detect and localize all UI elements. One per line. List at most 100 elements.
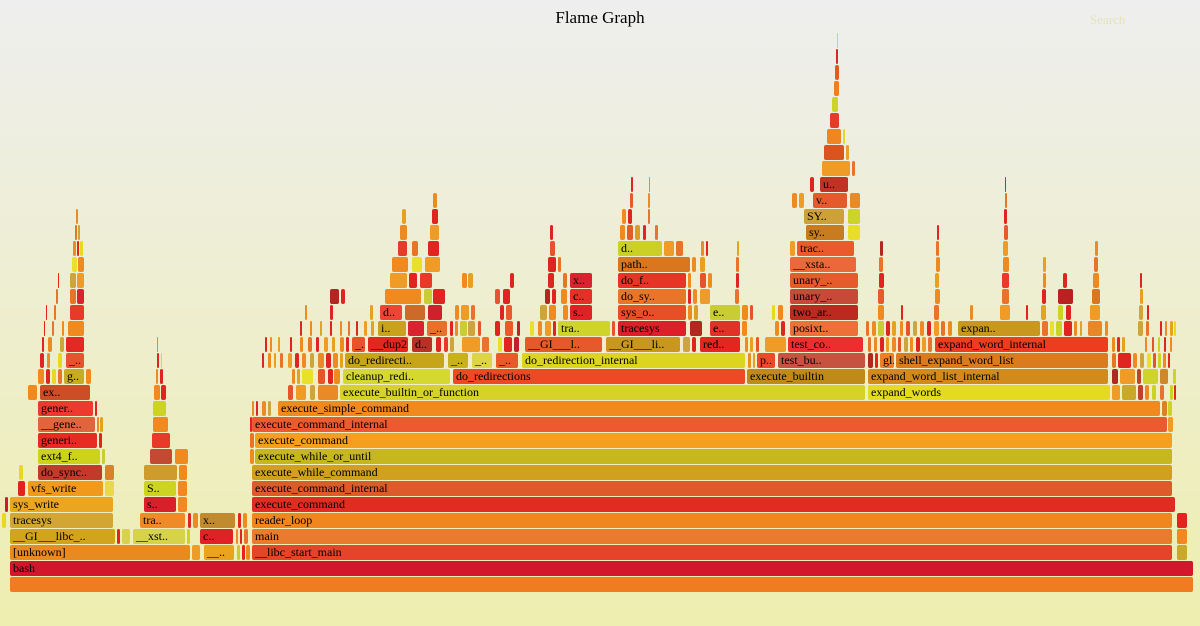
frame-block[interactable]: [238, 513, 241, 528]
frame-[interactable]: _..: [427, 321, 447, 336]
frame-block[interactable]: [901, 305, 903, 320]
frame-d[interactable]: d..: [618, 241, 662, 256]
frame-block[interactable]: [370, 305, 373, 320]
frame-block[interactable]: [824, 145, 844, 160]
frame-block[interactable]: [461, 305, 469, 320]
frame-block[interactable]: [240, 529, 242, 544]
frame-block[interactable]: [244, 529, 248, 544]
frame-block[interactable]: [920, 321, 924, 336]
frame-block[interactable]: [450, 321, 453, 336]
frame-block[interactable]: [683, 337, 690, 352]
frame-block[interactable]: [900, 321, 903, 336]
frame-block[interactable]: [775, 321, 779, 336]
frame-block[interactable]: [47, 353, 50, 368]
frame-block[interactable]: [700, 273, 706, 288]
frame-block[interactable]: [843, 129, 845, 144]
frame-two-ar[interactable]: two_ar..: [790, 305, 858, 320]
frame-block[interactable]: [886, 337, 889, 352]
frame-block[interactable]: [1177, 513, 1187, 528]
frame-block[interactable]: [878, 321, 884, 336]
frame-block[interactable]: [1177, 529, 1187, 544]
frame-block[interactable]: [295, 353, 299, 368]
frame-block[interactable]: [468, 321, 475, 336]
frame-block[interactable]: [1147, 305, 1149, 320]
frame-block[interactable]: [694, 305, 698, 320]
frame-block[interactable]: [1063, 273, 1067, 288]
frame-i[interactable]: i..: [378, 321, 406, 336]
frame-block[interactable]: [332, 337, 335, 352]
frame-block[interactable]: [563, 305, 568, 320]
frame-block[interactable]: [937, 225, 939, 240]
frame-block[interactable]: [340, 321, 342, 336]
frame-block[interactable]: [517, 321, 520, 336]
frame-block[interactable]: [262, 401, 266, 416]
frame-block[interactable]: [144, 465, 177, 480]
frame-block[interactable]: [156, 369, 158, 384]
frame-block[interactable]: [1174, 321, 1176, 336]
frame-ex[interactable]: ex..: [40, 385, 90, 400]
frame-block[interactable]: [628, 209, 632, 224]
frame-block[interactable]: [748, 353, 751, 368]
frame-block[interactable]: [936, 257, 940, 272]
frame-block[interactable]: [76, 209, 78, 224]
frame-do-redirecti[interactable]: do_redirecti..: [345, 353, 444, 368]
frame-block[interactable]: [292, 369, 295, 384]
frame-tra[interactable]: tra..: [140, 513, 185, 528]
frame-block[interactable]: [455, 305, 459, 320]
frame-unknown[interactable]: [unknown]: [10, 545, 190, 560]
frame-block[interactable]: [175, 449, 188, 464]
frame-block[interactable]: [1000, 305, 1010, 320]
frame-block[interactable]: [402, 209, 406, 224]
frame-block[interactable]: [1158, 353, 1161, 368]
frame-block[interactable]: [868, 337, 871, 352]
frame-block[interactable]: [310, 321, 312, 336]
frame-block[interactable]: [316, 337, 319, 352]
frame-block[interactable]: [688, 289, 691, 304]
frame-c[interactable]: c..: [570, 289, 592, 304]
frame-[interactable]: _..: [448, 353, 468, 368]
frame-block[interactable]: [745, 337, 748, 352]
frame-block[interactable]: [305, 305, 307, 320]
frame-block[interactable]: [1004, 209, 1007, 224]
frame-block[interactable]: [1112, 369, 1118, 384]
frame-block[interactable]: [268, 401, 271, 416]
frame-do-sync[interactable]: do_sync..: [38, 465, 102, 480]
frame-block[interactable]: [830, 113, 839, 128]
frame-block[interactable]: [38, 369, 44, 384]
frame-block[interactable]: [495, 321, 500, 336]
frame-block[interactable]: [1145, 385, 1149, 400]
frame-block[interactable]: [552, 289, 556, 304]
frame-shell-expand-word-list[interactable]: shell_expand_word_list: [896, 353, 1108, 368]
frame-block[interactable]: [300, 337, 303, 352]
frame-block[interactable]: [558, 257, 561, 272]
frame-block[interactable]: [688, 273, 691, 288]
frame-block[interactable]: [72, 257, 77, 272]
frame-block[interactable]: [866, 321, 869, 336]
frame-g[interactable]: g..: [64, 369, 84, 384]
frame-block[interactable]: [1177, 545, 1187, 560]
frame-block[interactable]: [46, 305, 47, 320]
frame-block[interactable]: [1145, 337, 1147, 352]
frame-block[interactable]: [1146, 321, 1149, 336]
frame-test-bu[interactable]: test_bu..: [778, 353, 865, 368]
frame-block[interactable]: [237, 545, 240, 560]
frame-block[interactable]: [1143, 369, 1158, 384]
frame-block[interactable]: [78, 225, 80, 240]
frame-block[interactable]: [430, 225, 439, 240]
frame-block[interactable]: [102, 449, 105, 464]
frame-block[interactable]: [1152, 337, 1154, 352]
frame-block[interactable]: [252, 401, 254, 416]
frame-block[interactable]: [1165, 321, 1167, 336]
frame-block[interactable]: [904, 337, 908, 352]
frame-block[interactable]: [1158, 337, 1160, 352]
frame-block[interactable]: [270, 337, 272, 352]
frame-block[interactable]: [42, 337, 44, 352]
frame-block[interactable]: [498, 337, 502, 352]
frame-block[interactable]: [409, 273, 417, 288]
frame-block[interactable]: [941, 321, 945, 336]
frame-block[interactable]: [1117, 337, 1120, 352]
frame-block[interactable]: [1005, 177, 1006, 192]
frame-block[interactable]: [100, 417, 103, 432]
frame-block[interactable]: [1170, 321, 1173, 336]
frame-block[interactable]: [66, 337, 84, 352]
